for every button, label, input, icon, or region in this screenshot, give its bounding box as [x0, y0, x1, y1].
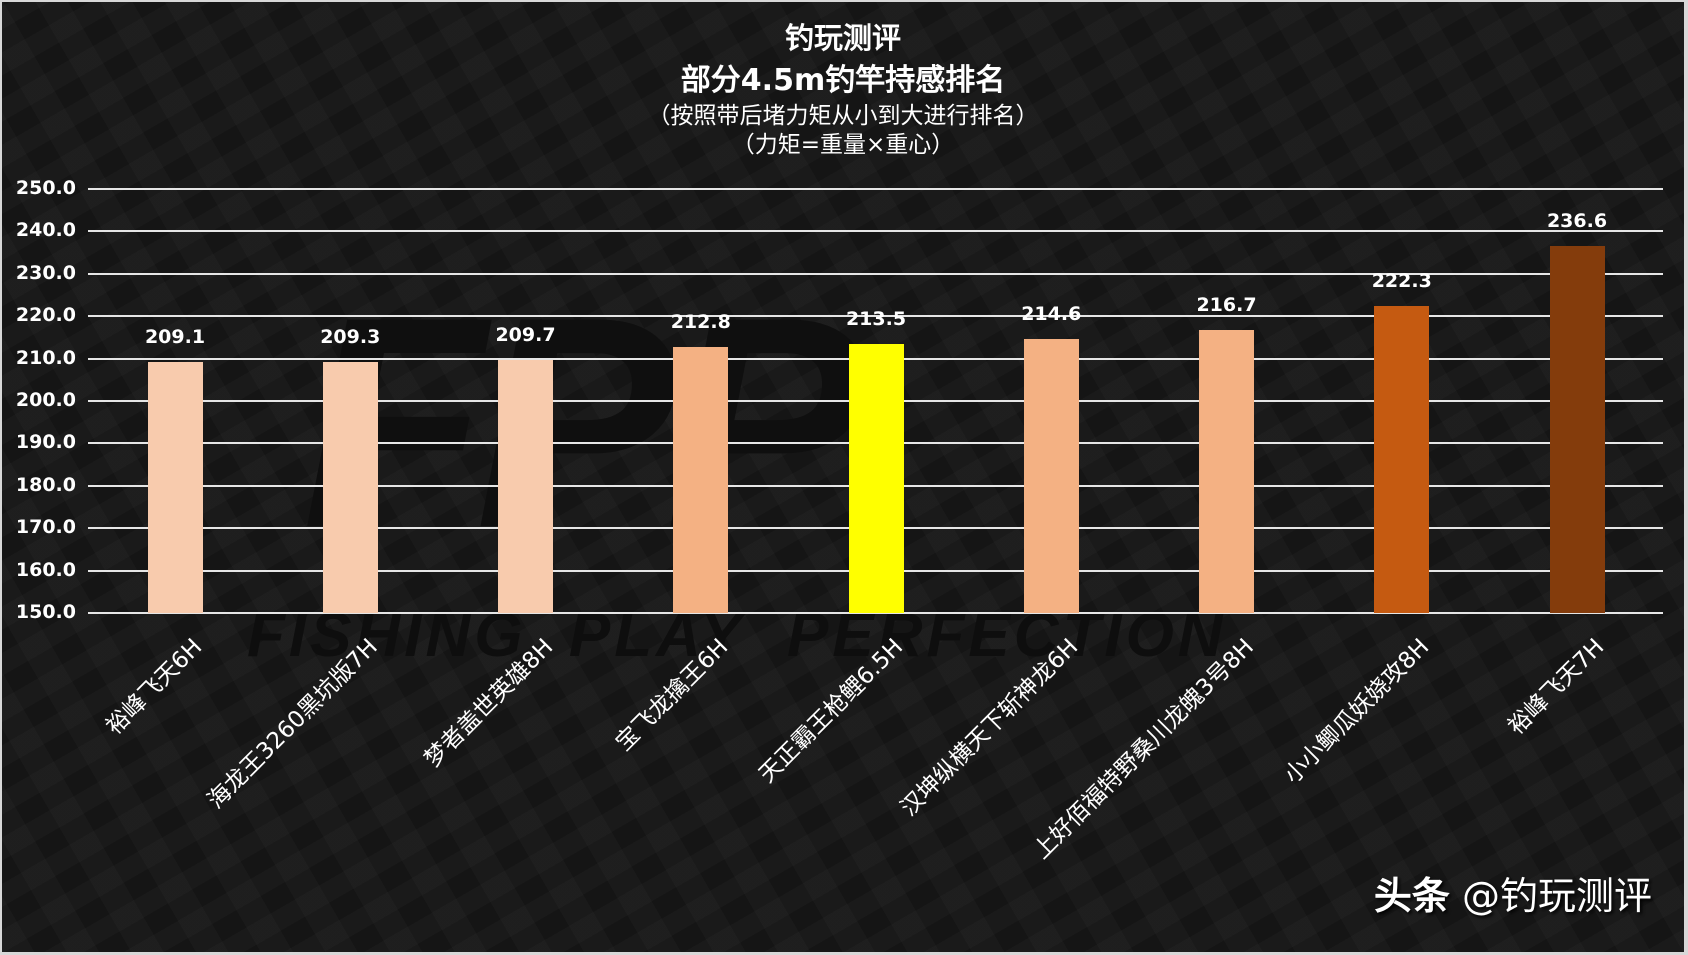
bar [147, 362, 203, 613]
chart-subtitle-line2: （力矩=重量×重心） [731, 132, 955, 158]
footer-watermark: 头条 @钓玩测评 [1374, 874, 1652, 918]
gridline [88, 315, 1663, 318]
bar-value-label: 236.6 [1546, 209, 1608, 232]
y-axis-tick-label: 200.0 [15, 389, 76, 411]
gridline [88, 188, 1663, 190]
bar [673, 346, 729, 613]
y-axis-tick-label: 190.0 [15, 431, 76, 454]
bar-value-label: 209.1 [144, 326, 206, 349]
bar [322, 361, 378, 613]
chart-title-line2: 部分4.5m钓竿持感排名 [680, 63, 1006, 98]
y-axis-tick-label: 170.0 [15, 516, 76, 539]
platform-name: 头条 [1373, 874, 1450, 918]
y-axis-tick-label: 150.0 [15, 601, 76, 623]
background-tagline-watermark: FISHING PLAY PERFECTION [247, 601, 1227, 670]
y-axis-tick-label: 160.0 [15, 558, 76, 581]
gridline [88, 272, 1663, 275]
x-axis-category-label: 小小鲫瓜妖娆攻8H [1279, 634, 1435, 789]
y-axis-tick-label: 240.0 [15, 219, 76, 242]
y-axis-tick-label: 180.0 [15, 473, 76, 496]
gridline [88, 612, 1663, 614]
chart-subtitle-line1: （按照带后堵力矩从小到大进行排名） [647, 103, 1039, 129]
bar-value-label: 209.3 [320, 325, 381, 348]
y-axis-tick-label: 250.0 [15, 177, 76, 199]
chart-title-line1: 钓玩测评 [784, 21, 901, 55]
x-axis-category-label: 裕峰飞天6H [101, 634, 208, 741]
x-axis-category-label: 裕峰飞天7H [1503, 634, 1610, 741]
bar [1023, 339, 1079, 613]
bar-value-label: 212.8 [670, 310, 731, 333]
bar-value-label: 216.7 [1196, 294, 1257, 317]
y-axis-tick-label: 220.0 [15, 304, 76, 327]
bar-value-label: 209.7 [495, 323, 556, 346]
bar [498, 359, 553, 613]
y-axis-tick-label: 210.0 [15, 346, 76, 369]
bar-value-label: 222.3 [1371, 270, 1432, 293]
gridline [88, 230, 1663, 233]
bar [848, 343, 904, 613]
background-logo-watermark: FPP [302, 254, 865, 590]
bar [1549, 245, 1605, 613]
bar [1374, 306, 1430, 613]
bar-value-label: 214.6 [1021, 303, 1082, 326]
bar [1199, 330, 1254, 613]
y-axis-tick-label: 230.0 [15, 261, 76, 284]
account-name: @钓玩测评 [1461, 874, 1652, 918]
bar-value-label: 213.5 [845, 307, 907, 330]
